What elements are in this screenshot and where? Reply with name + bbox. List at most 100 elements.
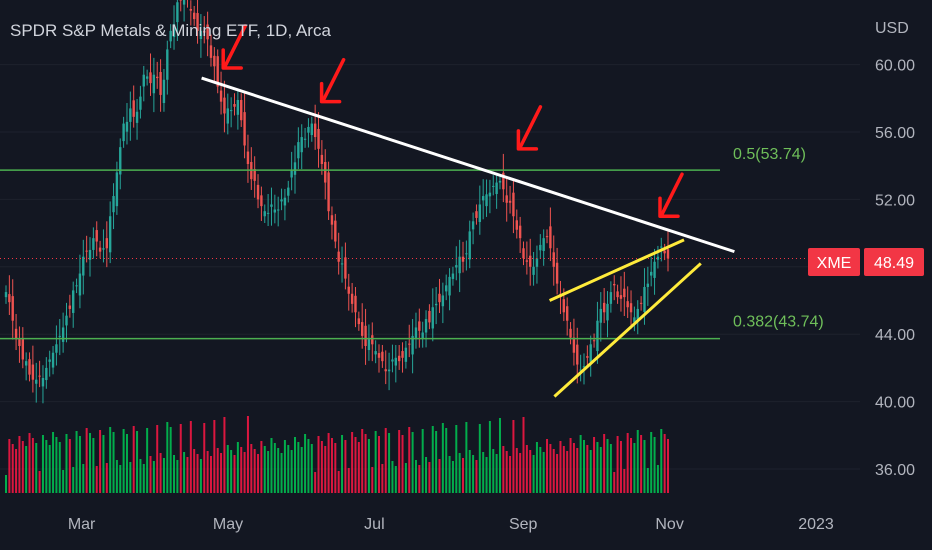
- volume-bar: [31, 438, 34, 493]
- volume-bar: [293, 437, 296, 493]
- volume-bar: [569, 438, 572, 493]
- volume-bar: [5, 475, 7, 493]
- volume-bar: [263, 446, 266, 493]
- candle-body: [213, 55, 216, 67]
- volume-bar: [502, 446, 505, 493]
- candle-body: [226, 108, 229, 124]
- volume-bar: [596, 442, 599, 493]
- volume-bar: [337, 471, 340, 493]
- candle-body: [243, 112, 246, 146]
- volume-bar: [112, 432, 115, 493]
- volume-bar: [334, 443, 337, 493]
- candle-body: [169, 30, 172, 42]
- volume-bar: [344, 440, 347, 493]
- candle-body: [199, 30, 203, 39]
- candle-body: [505, 195, 508, 203]
- volume-bar: [146, 428, 149, 493]
- volume-bar: [95, 466, 98, 493]
- volume-bar: [468, 450, 471, 493]
- volume-bar: [307, 439, 310, 493]
- volume-bar: [579, 435, 582, 493]
- volume-bar: [381, 464, 384, 493]
- fib-label: 0.5(53.74): [733, 146, 806, 163]
- volume-bar: [327, 433, 330, 493]
- volume-bar: [418, 465, 421, 493]
- volume-bar: [115, 460, 118, 493]
- candle-body: [260, 195, 263, 207]
- volume-bar: [21, 441, 24, 493]
- volume-bar: [650, 432, 653, 493]
- volume-bar: [458, 453, 461, 493]
- candle-body: [119, 147, 122, 175]
- candle-body: [582, 366, 586, 368]
- candle-body: [246, 151, 250, 165]
- candle-body: [576, 344, 579, 365]
- x-tick-label: May: [213, 516, 243, 533]
- volume-bar: [556, 454, 559, 493]
- volume-bar: [549, 444, 552, 493]
- volume-bar: [351, 432, 354, 493]
- candle-body: [256, 184, 260, 200]
- volume-bar: [18, 436, 21, 493]
- x-tick-label: 2023: [798, 516, 834, 533]
- candle-body: [266, 212, 270, 214]
- candle-body: [552, 252, 555, 267]
- x-tick-label: Nov: [655, 516, 683, 533]
- volume-bar: [52, 432, 55, 493]
- time-axis[interactable]: Mar May Jul Sep Nov 2023: [68, 516, 834, 533]
- candle-body: [330, 215, 334, 225]
- candle-body: [41, 378, 45, 387]
- candle-body: [108, 216, 112, 253]
- candle-body: [609, 292, 613, 304]
- candle-body: [135, 111, 139, 123]
- candle-body: [404, 347, 408, 362]
- candle-body: [394, 357, 398, 366]
- candle-body: [387, 369, 391, 372]
- candle-body: [408, 343, 411, 345]
- volume-bar: [421, 429, 424, 493]
- volume-bar: [179, 424, 182, 493]
- volume-bar: [267, 451, 270, 493]
- candle-body: [61, 327, 65, 342]
- wedge-upper-line: [548, 238, 685, 302]
- volume-bar: [173, 455, 176, 493]
- volume-bar: [562, 446, 565, 493]
- candle-body: [263, 211, 266, 217]
- volume-bar: [445, 428, 448, 493]
- volume-bar: [361, 429, 364, 493]
- candle-body: [529, 255, 532, 267]
- volume-bar: [85, 428, 88, 493]
- volume-bar: [82, 464, 85, 493]
- volume-bar: [162, 458, 165, 493]
- candle-body: [55, 344, 58, 353]
- candle-body: [421, 332, 424, 339]
- candle-body: [219, 90, 223, 102]
- candle-body: [626, 301, 629, 308]
- candle-body: [11, 296, 14, 321]
- candle-body: [579, 369, 582, 371]
- volume-bar: [250, 444, 253, 493]
- volume-bar: [388, 433, 391, 493]
- candle-body: [361, 322, 364, 336]
- volume-bar: [223, 417, 226, 493]
- resistance-trendline: [201, 76, 735, 254]
- volume-bar: [132, 426, 135, 493]
- volume-bar: [68, 439, 71, 493]
- candle-body: [273, 209, 277, 213]
- candlestick-series: [4, 0, 670, 404]
- price-tag-box: [864, 248, 924, 276]
- volume-bar: [189, 421, 192, 493]
- volume-bar: [290, 450, 293, 493]
- volume-bar: [656, 465, 659, 493]
- volume-bar: [667, 439, 669, 493]
- volume-bar: [25, 446, 28, 493]
- candle-body: [334, 220, 337, 242]
- volume-bar: [206, 451, 209, 493]
- volume-bar: [58, 442, 61, 493]
- candle-body: [522, 248, 525, 259]
- volume-bar: [384, 428, 387, 493]
- volume-bar: [273, 443, 276, 493]
- volume-bar: [300, 447, 303, 493]
- candle-body: [203, 30, 206, 33]
